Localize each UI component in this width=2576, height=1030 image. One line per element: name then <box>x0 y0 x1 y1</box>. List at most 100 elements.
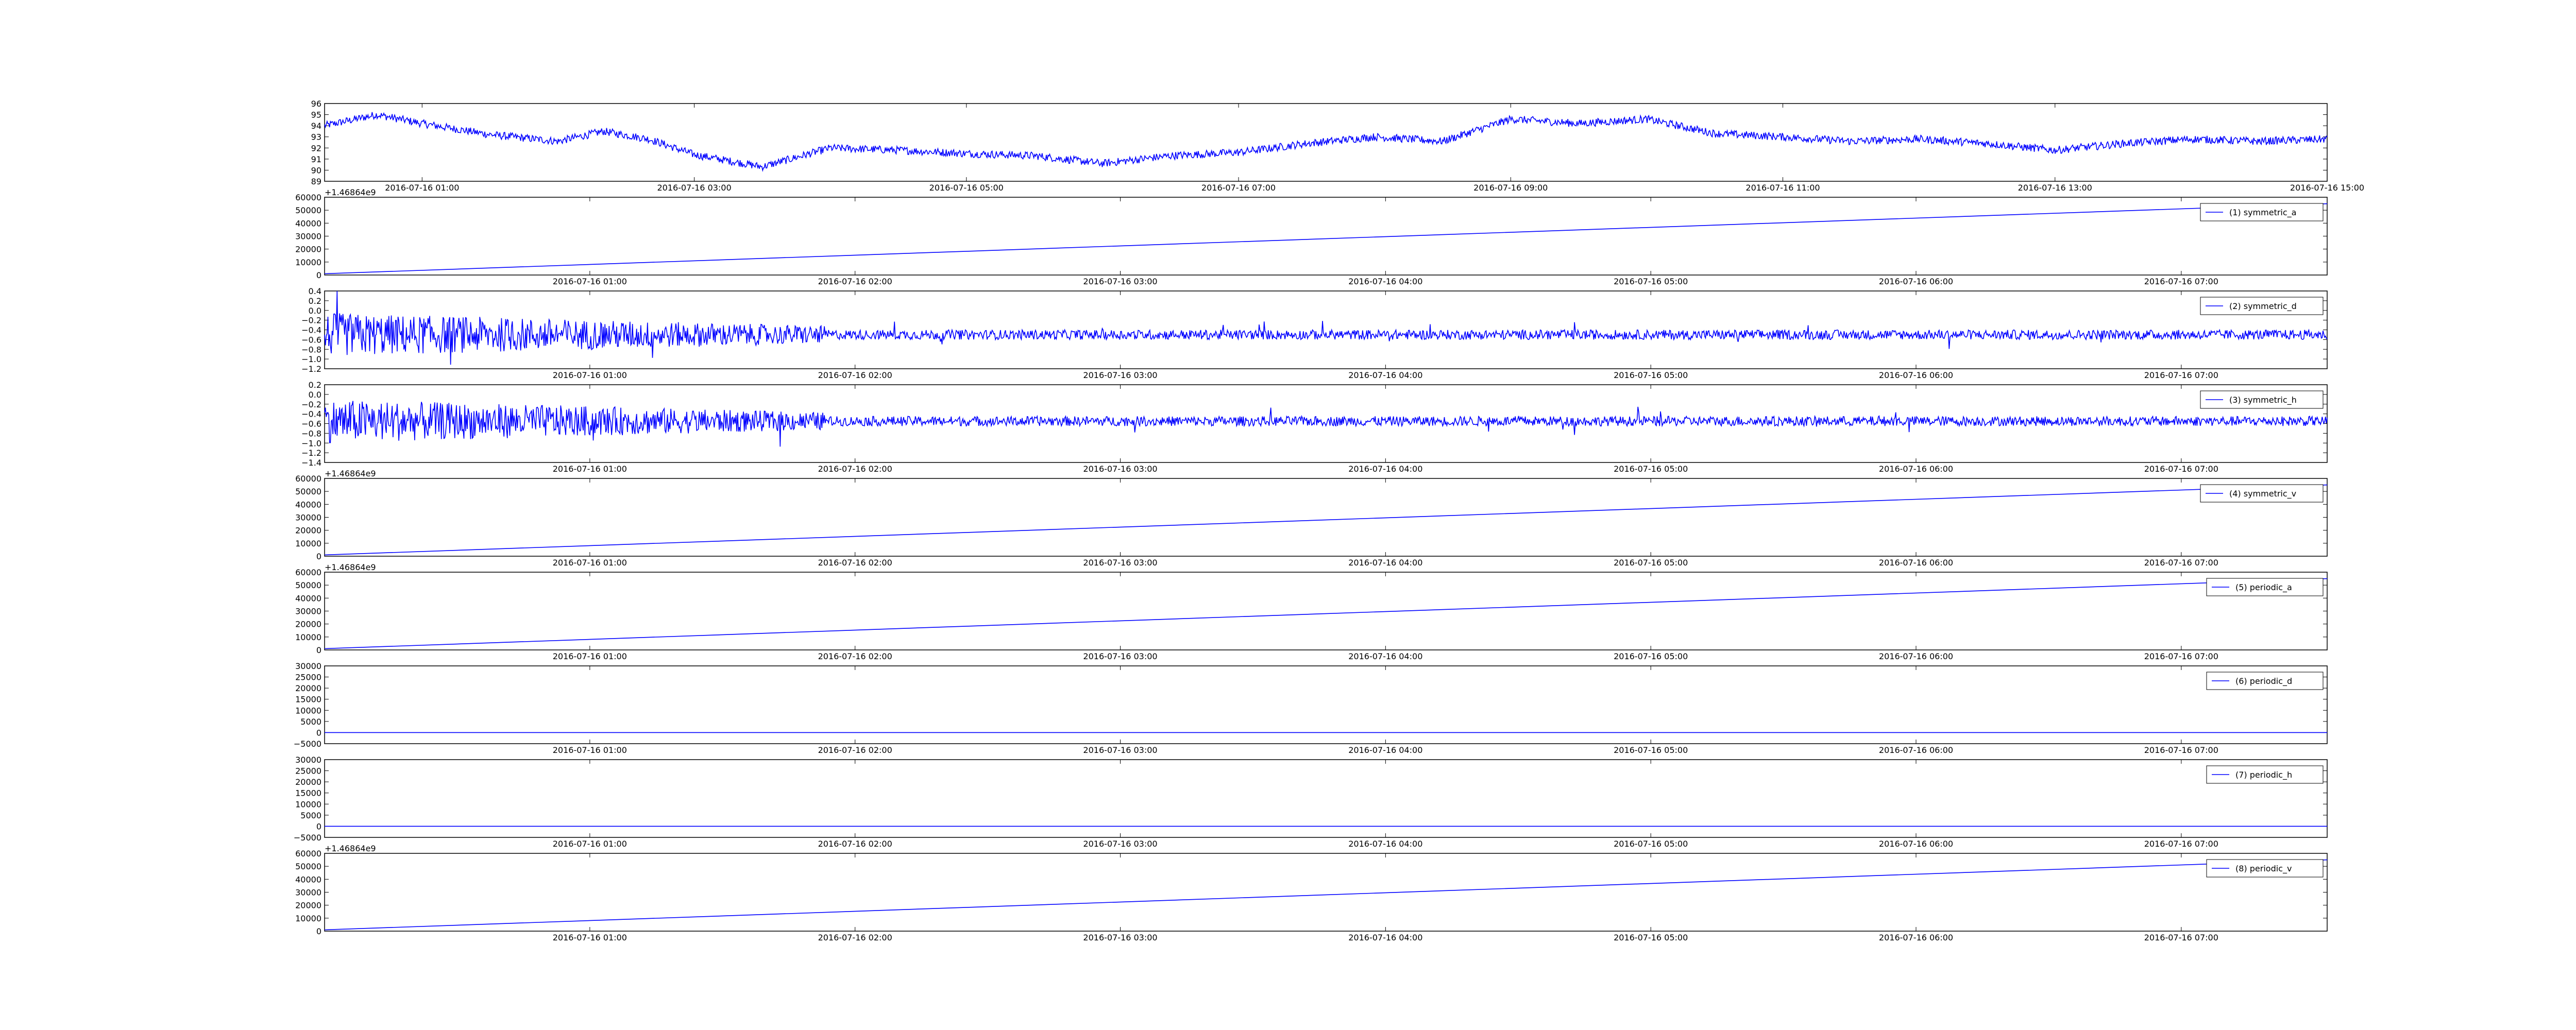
x-tick-label: 2016-07-16 03:00 <box>1083 933 1157 942</box>
y-tick-label: 0 <box>316 821 321 831</box>
y-tick-label: 89 <box>311 177 321 186</box>
y-tick-label: 15000 <box>295 695 321 705</box>
y-tick-label: −0.8 <box>301 428 321 438</box>
y-tick-label: 10000 <box>295 632 321 642</box>
y-tick-label: 0 <box>316 270 321 280</box>
y-tick-label: 50000 <box>295 862 321 871</box>
x-tick-label: 2016-07-16 06:00 <box>1879 370 1953 380</box>
series-line-6-1 <box>324 578 2328 649</box>
legend-label: (4) symmetric_v <box>2229 489 2296 499</box>
y-tick-label: −1.0 <box>301 438 321 448</box>
y-tick-label: −1.2 <box>301 448 321 458</box>
y-tick-label: 60000 <box>295 193 321 202</box>
legend-label: (5) periodic_a <box>2235 582 2292 593</box>
legend-label: (2) symmetric_d <box>2229 301 2297 312</box>
x-tick-label: 2016-07-16 05:00 <box>1614 277 1688 286</box>
legend-label: (7) periodic_h <box>2235 770 2292 780</box>
x-tick-label: 2016-07-16 02:00 <box>818 933 892 942</box>
x-tick-label: 2016-07-16 05:00 <box>1614 558 1688 568</box>
legend-label: (8) periodic_v <box>2235 864 2292 874</box>
x-tick-label: 2016-07-16 02:00 <box>818 370 892 380</box>
y-tick-label: 40000 <box>295 500 321 509</box>
legend-label: (1) symmetric_a <box>2229 208 2296 218</box>
y-tick-label: 40000 <box>295 218 321 228</box>
y-tick-label: 60000 <box>295 474 321 484</box>
x-tick-label: 2016-07-16 01:00 <box>553 558 627 568</box>
x-tick-label: 2016-07-16 15:00 <box>2290 183 2364 193</box>
y-tick-label: −0.8 <box>301 345 321 354</box>
y-tick-label: 0 <box>316 926 321 936</box>
y-tick-label: 0 <box>316 552 321 561</box>
series-line-1-1 <box>324 112 2328 173</box>
y-tick-label: 60000 <box>295 849 321 859</box>
y-tick-label: 20000 <box>295 901 321 911</box>
offset-text: +1.46864e9 <box>325 469 376 478</box>
y-tick-label: −0.4 <box>301 325 321 335</box>
y-tick-label: 10000 <box>295 706 321 715</box>
x-tick-label: 2016-07-16 05:00 <box>1614 651 1688 661</box>
x-tick-label: 2016-07-16 01:00 <box>553 839 627 849</box>
y-tick-label: 20000 <box>295 526 321 536</box>
x-tick-label: 2016-07-16 04:00 <box>1348 839 1422 849</box>
x-tick-label: 2016-07-16 02:00 <box>818 839 892 849</box>
y-tick-label: 94 <box>311 121 321 131</box>
y-tick-label: −1.0 <box>301 354 321 364</box>
y-tick-label: 20000 <box>295 777 321 787</box>
y-tick-label: 40000 <box>295 593 321 603</box>
axes-frame-4 <box>324 384 2328 463</box>
y-tick-label: 50000 <box>295 205 321 215</box>
x-tick-label: 2016-07-16 11:00 <box>1745 183 1820 193</box>
x-tick-label: 2016-07-16 05:00 <box>1614 933 1688 942</box>
legend-box <box>2200 297 2324 315</box>
y-tick-label: 30000 <box>295 607 321 616</box>
x-tick-label: 2016-07-16 05:00 <box>1614 464 1688 474</box>
x-tick-label: 2016-07-16 04:00 <box>1348 558 1422 568</box>
x-tick-label: 2016-07-16 04:00 <box>1348 277 1422 286</box>
axes-frame-8 <box>324 759 2328 838</box>
series-line-2-1 <box>324 203 2328 274</box>
y-tick-label: 30000 <box>295 513 321 523</box>
x-tick-label: 2016-07-16 03:00 <box>657 183 731 193</box>
y-tick-label: 10000 <box>295 539 321 548</box>
series-line-4-1 <box>324 401 2328 447</box>
x-tick-label: 2016-07-16 01:00 <box>553 933 627 942</box>
y-tick-label: 0.4 <box>309 286 321 296</box>
x-tick-label: 2016-07-16 03:00 <box>1083 651 1157 661</box>
y-tick-label: −0.2 <box>301 316 321 325</box>
x-tick-label: 2016-07-16 05:00 <box>1614 745 1688 755</box>
x-tick-label: 2016-07-16 06:00 <box>1879 277 1953 286</box>
y-tick-label: 0 <box>316 645 321 655</box>
y-tick-label: 96 <box>311 99 321 109</box>
x-tick-label: 2016-07-16 07:00 <box>2144 933 2218 942</box>
legend-label: (6) periodic_d <box>2235 676 2292 686</box>
x-tick-label: 2016-07-16 03:00 <box>1083 464 1157 474</box>
x-tick-label: 2016-07-16 07:00 <box>2144 277 2218 286</box>
y-tick-label: 0.2 <box>309 296 321 306</box>
x-tick-label: 2016-07-16 05:00 <box>1614 839 1688 849</box>
x-tick-label: 2016-07-16 02:00 <box>818 464 892 474</box>
offset-text: +1.46864e9 <box>325 187 376 197</box>
x-tick-label: 2016-07-16 01:00 <box>553 370 627 380</box>
x-tick-label: 2016-07-16 04:00 <box>1348 745 1422 755</box>
x-tick-label: 2016-07-16 07:00 <box>2144 558 2218 568</box>
y-tick-label: 25000 <box>295 766 321 776</box>
y-tick-label: 10000 <box>295 914 321 923</box>
x-tick-label: 2016-07-16 07:00 <box>2144 651 2218 661</box>
axes-frame-7 <box>324 665 2328 744</box>
axes-frame-1 <box>324 103 2328 182</box>
y-tick-label: 90 <box>311 165 321 175</box>
y-tick-label: −0.2 <box>301 400 321 409</box>
x-tick-label: 2016-07-16 06:00 <box>1879 558 1953 568</box>
y-tick-label: −5000 <box>294 833 321 843</box>
x-tick-label: 2016-07-16 02:00 <box>818 651 892 661</box>
x-tick-label: 2016-07-16 02:00 <box>818 558 892 568</box>
y-tick-label: 91 <box>311 154 321 164</box>
x-tick-label: 2016-07-16 02:00 <box>818 745 892 755</box>
y-tick-label: 25000 <box>295 673 321 682</box>
x-tick-label: 2016-07-16 01:00 <box>385 183 459 193</box>
x-tick-label: 2016-07-16 07:00 <box>2144 370 2218 380</box>
x-tick-label: 2016-07-16 03:00 <box>1083 558 1157 568</box>
y-tick-label: −0.6 <box>301 335 321 345</box>
y-tick-label: −1.4 <box>301 458 321 468</box>
x-tick-label: 2016-07-16 01:00 <box>553 745 627 755</box>
